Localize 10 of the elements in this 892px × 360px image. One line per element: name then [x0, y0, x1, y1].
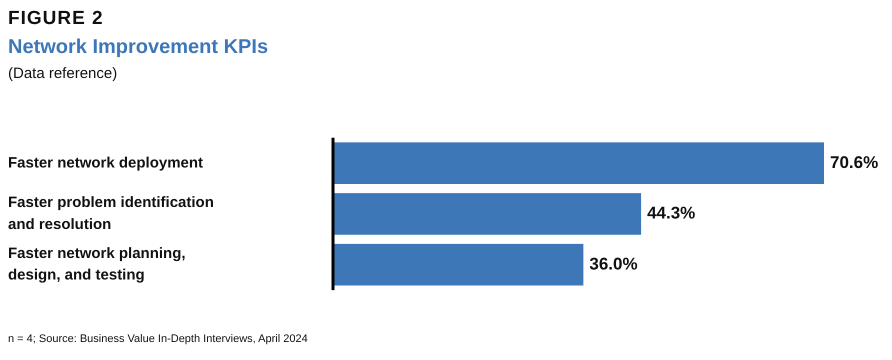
text: (Data reference)	[8, 65, 118, 82]
data-label: 70.6%	[830, 152, 878, 172]
y-tick-label: Faster problem identification and resolution	[8, 194, 214, 233]
text: Network Improvement KPIs	[8, 36, 270, 59]
y-tick-label: Faster network planning, design, and testing	[8, 244, 186, 284]
text: n = 4; Source: Business Value In-Depth Interviews, April 2024	[8, 333, 309, 345]
data-label: 36.0%	[589, 254, 638, 274]
caption: FIGURE 2	[8, 8, 105, 30]
data-label: 44.3%	[647, 204, 696, 223]
y-tick-label: Faster network deployment	[8, 154, 204, 172]
